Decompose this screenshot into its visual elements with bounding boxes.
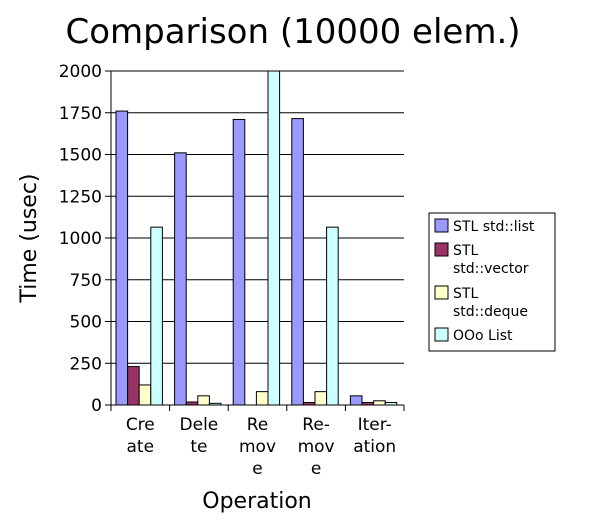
y-tick-label: 2000 xyxy=(59,62,102,82)
x-category-label: ate xyxy=(127,437,155,457)
chart-title: Comparison (10000 elem.) xyxy=(65,12,520,52)
bar xyxy=(326,226,339,406)
y-tick-label: 750 xyxy=(70,271,102,291)
y-tick-label: 0 xyxy=(91,396,102,416)
x-category-label: mov xyxy=(298,437,335,457)
legend-swatch xyxy=(434,242,449,257)
y-tick-label: 1250 xyxy=(59,187,102,207)
bar xyxy=(373,400,386,406)
legend-label: STL xyxy=(453,286,478,302)
y-tick-label: 1750 xyxy=(59,104,102,124)
legend-box xyxy=(428,212,556,352)
bar xyxy=(115,110,129,406)
bar xyxy=(127,366,140,406)
bar xyxy=(138,384,152,406)
bar xyxy=(150,226,163,406)
bar xyxy=(314,391,328,406)
legend-label: OOo List xyxy=(453,328,513,344)
legend-label: STL xyxy=(453,243,478,259)
bar xyxy=(197,395,210,406)
y-axis-label: Time (usec) xyxy=(17,173,42,303)
x-axis-label: Operation xyxy=(202,489,311,514)
bar xyxy=(174,152,187,406)
x-category-label: Re xyxy=(247,415,269,435)
y-tick-labels: 0 250 500 750 1000 1250 1500 1750 2000 xyxy=(59,62,111,416)
legend-swatch xyxy=(434,285,449,300)
y-tick-label: 250 xyxy=(70,354,102,374)
bar xyxy=(291,118,304,406)
bar xyxy=(255,391,269,406)
bar xyxy=(267,70,281,406)
x-category-label: Dele xyxy=(180,415,219,435)
x-category-label: ation xyxy=(353,437,396,457)
legend-label: std::deque xyxy=(453,304,528,320)
y-tick-label: 1500 xyxy=(59,146,102,166)
legend-swatch xyxy=(434,218,449,233)
legend-label: std::vector xyxy=(453,261,529,277)
legend: STL std::listSTLstd::vectorSTLstd::deque… xyxy=(428,212,556,352)
y-tick-label: 1000 xyxy=(59,229,102,249)
x-category-label: te xyxy=(190,437,207,457)
x-category-label: mov xyxy=(239,437,276,457)
legend-label: STL std::list xyxy=(453,219,535,235)
x-category-label: Cre xyxy=(126,415,155,435)
x-category-label: Iter- xyxy=(358,415,392,435)
bar xyxy=(232,118,246,406)
x-category-label: e xyxy=(311,459,321,479)
bar xyxy=(349,395,363,406)
x-category-label: e xyxy=(252,459,262,479)
x-category-label: Re- xyxy=(302,415,330,435)
legend-swatch xyxy=(434,327,449,342)
y-tick-label: 500 xyxy=(70,313,102,333)
